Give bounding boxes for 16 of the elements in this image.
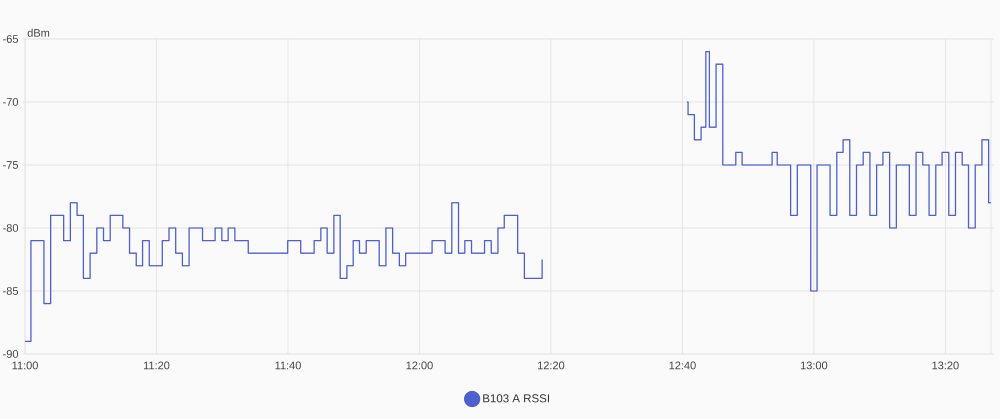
y-tick-label: -75 xyxy=(3,161,18,169)
x-tick-label: 12:40 xyxy=(669,362,696,370)
legend-label: B103 A RSSI xyxy=(483,394,549,402)
y-tick-label: -65 xyxy=(3,35,18,43)
y-tick-label: -90 xyxy=(3,350,18,358)
y-tick-label: -85 xyxy=(3,287,18,295)
x-tick-label: 13:20 xyxy=(932,362,959,370)
y-tick-label: -70 xyxy=(3,98,18,106)
x-tick-label: 11:00 xyxy=(12,362,38,370)
y-tick-label: -80 xyxy=(3,224,18,232)
x-tick-label: 13:00 xyxy=(800,362,828,370)
x-tick-label: 12:00 xyxy=(406,362,433,370)
y-axis-title: dBm xyxy=(28,28,50,37)
x-tick-label: 11:40 xyxy=(275,362,301,370)
x-tick-label: 11:20 xyxy=(144,362,170,370)
x-tick-label: 12:20 xyxy=(538,362,564,370)
